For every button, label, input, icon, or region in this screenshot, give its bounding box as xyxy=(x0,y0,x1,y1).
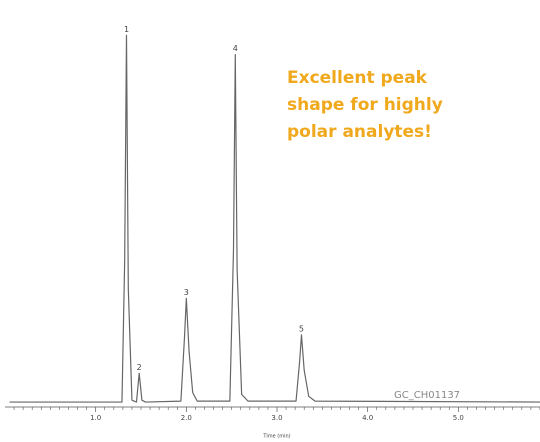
chart-code: GC_CH01137 xyxy=(394,390,460,401)
peak-label: 5 xyxy=(299,324,304,333)
x-tick-label: 4.0 xyxy=(362,414,373,422)
peak-label: 4 xyxy=(233,44,238,53)
annotation-line: polar analytes! xyxy=(287,122,432,142)
annotation-line: Excellent peak xyxy=(287,68,428,88)
peak-label: 1 xyxy=(124,25,129,34)
x-tick-label: 3.0 xyxy=(271,414,282,422)
x-tick-label: 5.0 xyxy=(453,414,464,422)
x-axis-label: Time (min) xyxy=(262,434,290,440)
peak-label: 3 xyxy=(184,288,189,297)
peak-label: 2 xyxy=(137,363,142,372)
x-tick-label: 2.0 xyxy=(181,414,192,422)
annotation-line: shape for highly xyxy=(287,95,443,115)
x-tick-label: 1.0 xyxy=(90,414,101,422)
trace xyxy=(9,34,540,403)
annotation: Excellent peak shape for highly polar anal… xyxy=(287,68,443,142)
